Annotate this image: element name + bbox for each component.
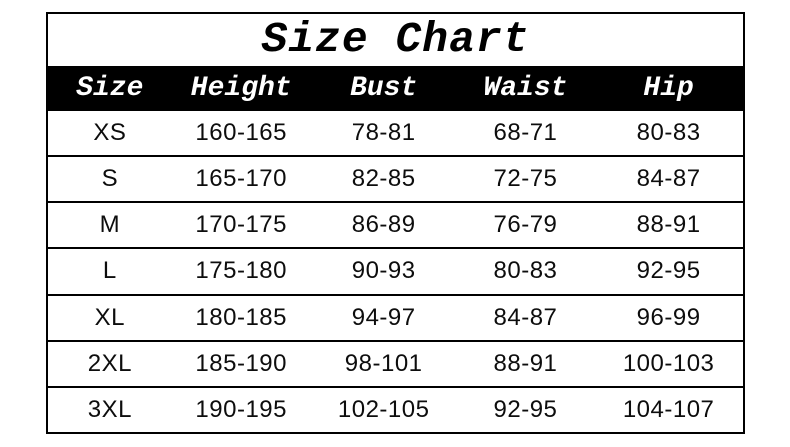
table-row-s: S 165-170 82-85 72-75 84-87 [48,155,743,201]
waist-range: 72-75 [493,165,558,193]
height-range: 175-180 [195,257,287,285]
column-header-waist: Waist [483,73,568,104]
bust-range: 102-105 [337,395,430,423]
column-header-size: Size [76,73,144,104]
waist-range: 92-95 [493,395,558,423]
height-range: 185-190 [195,349,287,377]
hip-range: 96-99 [636,303,701,331]
height-range: 165-170 [195,165,287,193]
table-row-xs: XS 160-165 78-81 68-71 80-83 [48,111,743,155]
hip-range: 88-91 [636,211,701,239]
waist-range: 76-79 [493,211,558,239]
hip-range: 92-95 [636,257,701,285]
size-label: 2XL [87,349,132,377]
bust-range: 86-89 [351,211,416,239]
waist-range: 84-87 [493,303,558,331]
bust-range: 90-93 [351,257,416,285]
waist-range: 80-83 [493,257,558,285]
bust-range: 94-97 [351,303,416,331]
hip-range: 104-107 [622,395,715,423]
waist-range: 88-91 [493,349,558,377]
table-header-row: Size Height Bust Waist Hip [48,66,743,111]
size-label: XL [94,303,126,331]
height-range: 160-165 [195,119,287,147]
bust-range: 82-85 [351,165,416,193]
column-header-hip: Hip [643,73,694,104]
table-row-l: L 175-180 90-93 80-83 92-95 [48,247,743,293]
bust-range: 98-101 [344,349,423,377]
hip-range: 100-103 [622,349,715,377]
column-header-height: Height [190,73,292,104]
size-chart-table: Size Chart Size Height Bust Waist Hip XS… [46,12,745,434]
column-header-bust: Bust [350,73,418,104]
table-row-m: M 170-175 86-89 76-79 88-91 [48,201,743,247]
waist-range: 68-71 [493,119,558,147]
size-label: 3XL [87,395,132,423]
height-range: 190-195 [195,395,287,423]
chart-title: Size Chart [261,14,530,64]
hip-range: 84-87 [636,165,701,193]
table-row-2xl: 2XL 185-190 98-101 88-91 100-103 [48,339,743,386]
size-label: S [101,165,119,193]
size-label: L [102,257,117,285]
height-range: 180-185 [195,303,287,331]
table-row-3xl: 3XL 190-195 102-105 92-95 104-107 [48,385,743,432]
size-label: M [99,211,121,239]
height-range: 170-175 [195,211,287,239]
size-label: XS [93,119,127,147]
table-row-xl: XL 180-185 94-97 84-87 96-99 [48,293,743,340]
bust-range: 78-81 [351,119,416,147]
hip-range: 80-83 [636,119,701,147]
